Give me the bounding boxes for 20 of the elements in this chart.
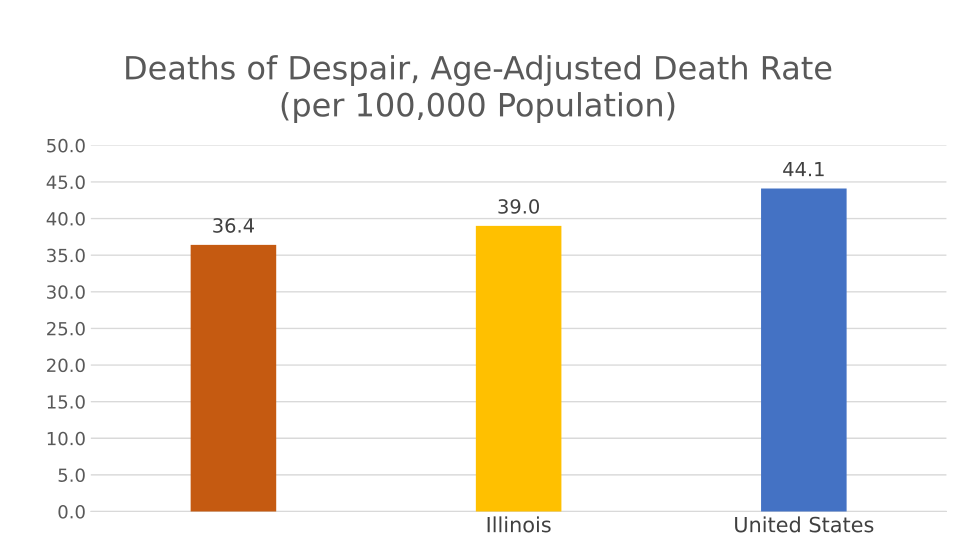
y-tick-label: 35.0 bbox=[47, 248, 85, 262]
bar bbox=[476, 226, 562, 512]
x-tick-label: Illinois bbox=[488, 516, 551, 532]
y-tick-label: 50.0 bbox=[47, 138, 85, 152]
y-tick-label: 20.0 bbox=[47, 358, 85, 372]
y-tick-label: 30.0 bbox=[47, 285, 85, 299]
data-label: 39.0 bbox=[498, 199, 539, 214]
data-label: 44.1 bbox=[783, 162, 824, 176]
y-tick-label: 40.0 bbox=[46, 212, 85, 226]
y-tick-label: 5.0 bbox=[58, 468, 85, 482]
y-tick-label: 0.0 bbox=[58, 504, 85, 519]
bar bbox=[190, 244, 276, 512]
y-tick-label: 10.0 bbox=[48, 432, 85, 446]
data-label: 36.4 bbox=[213, 218, 254, 233]
y-tick-label: 25.0 bbox=[47, 322, 85, 336]
x-tick-label: United States bbox=[735, 516, 874, 532]
bar bbox=[761, 188, 847, 512]
y-tick-label: 15.0 bbox=[48, 395, 85, 409]
y-tick-label: 45.0 bbox=[46, 175, 85, 190]
chart-title: Deaths of Despair, Age-Adjusted Death Rate (per 100,000 Population) bbox=[126, 55, 832, 123]
